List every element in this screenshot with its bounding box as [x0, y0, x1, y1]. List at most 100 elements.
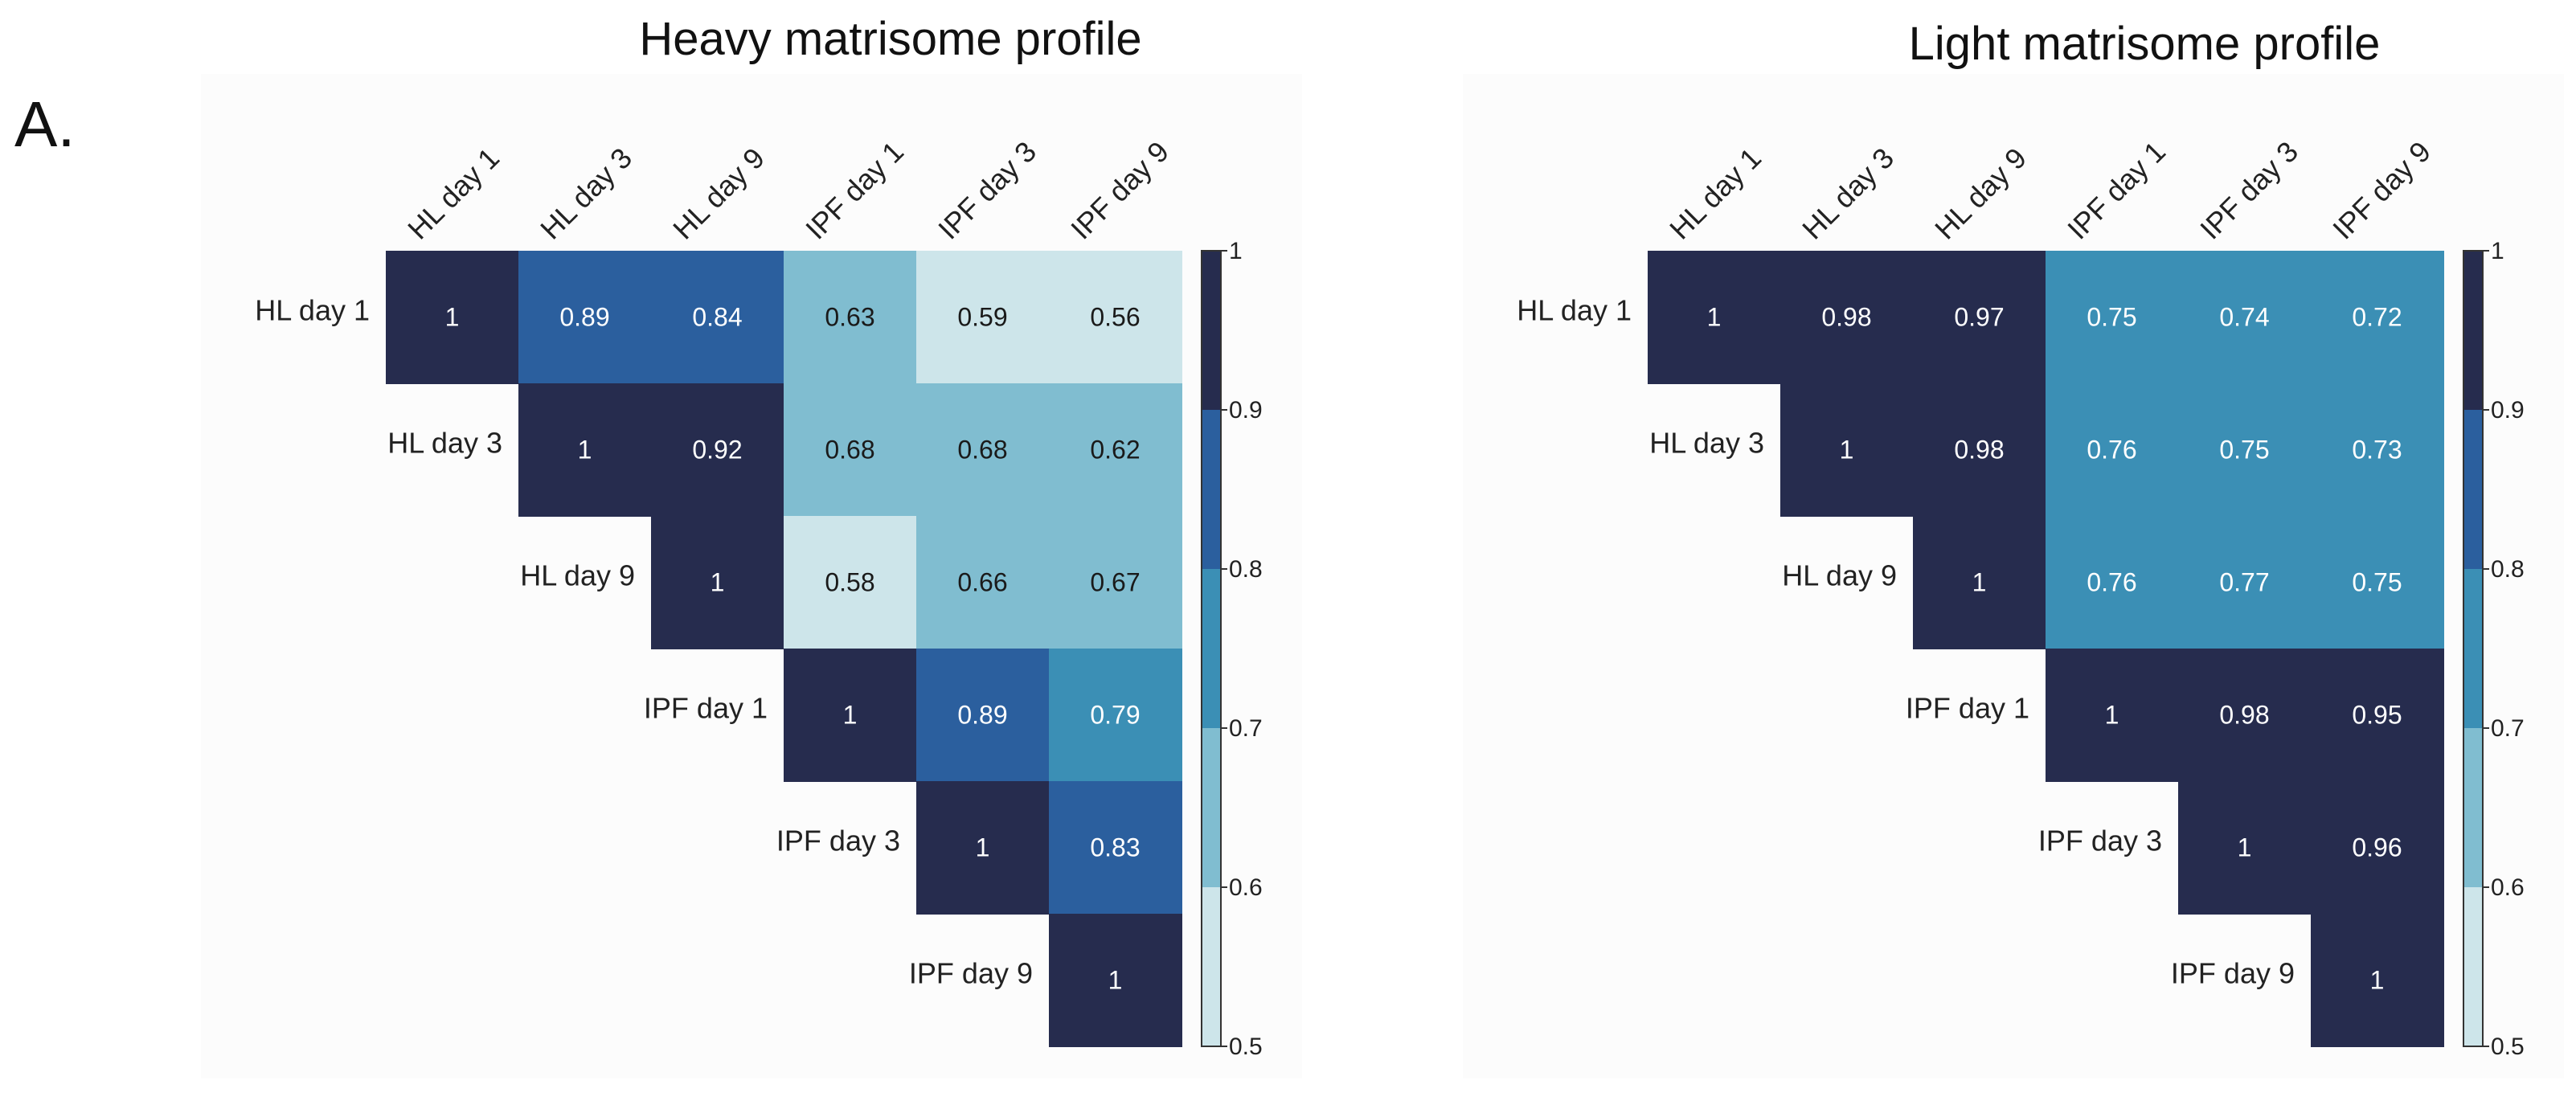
light-cell-r2-c4 [2046, 383, 2179, 517]
light-colorbar-tick-label-6: 0.5 [2491, 1033, 2525, 1060]
heavy-cell-value-r2-c4: 0.68 [825, 436, 874, 465]
heavy-cell-value-r1-c1: 1 [445, 303, 460, 332]
light-cell-r4-c5 [2178, 649, 2312, 782]
heavy-cell-value-r5-c6: 0.83 [1090, 833, 1140, 862]
light-cell-r1-c6 [2311, 251, 2444, 384]
light-cell-value-r2-c2: 1 [1840, 436, 1854, 465]
heavy-cell-r5-c6 [1049, 781, 1182, 915]
heavy-chart-title: Heavy matrisome profile [639, 13, 1141, 65]
heavy-colorbar-tick-label-1: 1 [1229, 238, 1243, 264]
light-cell-value-r1-c5: 0.74 [2219, 303, 2269, 332]
light-cell-r2-c5 [2178, 383, 2312, 517]
light-cell-value-r4-c5: 0.98 [2219, 701, 2269, 730]
heavy-cell-r2-c6 [1049, 383, 1182, 517]
heavy-cell-value-r4-c5: 0.89 [957, 701, 1007, 730]
heavy-cell-value-r1-c3: 0.84 [692, 303, 742, 332]
heavy-cell-r4-c6 [1049, 649, 1182, 782]
light-colorbar-band-2 [2463, 410, 2483, 569]
light-cell-r6-c6 [2311, 914, 2444, 1047]
light-cell-r3-c5 [2178, 516, 2312, 649]
heavy-cell-r5-c5 [916, 781, 1050, 915]
heavy-cell-r3-c4 [784, 516, 917, 649]
heavy-row-label-6: IPF day 9 [909, 957, 1033, 990]
light-cell-r2-c3 [1913, 383, 2046, 517]
heavy-colorbar-band-2 [1202, 410, 1221, 569]
light-colorbar-tick-label-5: 0.6 [2491, 874, 2525, 901]
light-row-label-3: HL day 9 [1782, 559, 1897, 592]
light-cell-r4-c4 [2046, 649, 2179, 782]
light-colorbar-band-1 [2463, 251, 2483, 410]
heavy-cell-value-r2-c5: 0.68 [957, 436, 1007, 465]
heavy-cell-r2-c3 [651, 383, 784, 517]
heavy-cell-value-r3-c3: 1 [711, 568, 725, 597]
heavy-cell-value-r5-c5: 1 [976, 833, 990, 862]
heavy-row-label-4: IPF day 1 [644, 692, 768, 725]
heavy-colorbar-tick-label-2: 0.9 [1229, 397, 1263, 424]
heavy-cell-value-r2-c6: 0.62 [1090, 436, 1140, 465]
light-cell-r1-c1 [1648, 251, 1781, 384]
light-cell-value-r2-c3: 0.98 [1954, 436, 2004, 465]
light-cell-value-r6-c6: 1 [2370, 966, 2385, 995]
heavy-colorbar-frame [1201, 250, 1222, 1047]
light-cell-value-r1-c4: 0.75 [2087, 303, 2136, 332]
light-cell-r1-c5 [2178, 251, 2312, 384]
heavy-cell-r1-c6 [1049, 251, 1182, 384]
heavy-cell-value-r1-c5: 0.59 [957, 303, 1007, 332]
heavy-cell-r1-c4 [784, 251, 917, 384]
heavy-row-label-1: HL day 1 [255, 294, 370, 327]
light-cell-r3-c3 [1913, 516, 2046, 649]
heavy-cell-value-r6-c6: 1 [1108, 966, 1123, 995]
light-cell-value-r1-c6: 0.72 [2352, 303, 2402, 332]
light-cell-value-r5-c6: 0.96 [2352, 833, 2402, 862]
heavy-cell-r2-c4 [784, 383, 917, 517]
light-cell-value-r4-c4: 1 [2105, 701, 2119, 730]
heavy-cell-value-r3-c5: 0.66 [957, 568, 1007, 597]
heavy-cell-value-r2-c3: 0.92 [692, 436, 742, 465]
heavy-cell-r4-c4 [784, 649, 917, 782]
panel-label: A. [14, 88, 76, 160]
light-colorbar-band-4 [2463, 728, 2483, 887]
light-cell-value-r3-c4: 0.76 [2087, 568, 2136, 597]
light-cell-r5-c5 [2178, 781, 2312, 915]
light-cell-value-r5-c5: 1 [2238, 833, 2252, 862]
heavy-row-label-2: HL day 3 [387, 427, 502, 460]
light-cell-value-r4-c6: 0.95 [2352, 701, 2402, 730]
heavy-cell-value-r1-c2: 0.89 [559, 303, 609, 332]
heavy-cell-r4-c5 [916, 649, 1050, 782]
heavy-cell-r3-c3 [651, 516, 784, 649]
light-cell-r3-c4 [2046, 516, 2179, 649]
light-cell-value-r2-c4: 0.76 [2087, 436, 2136, 465]
light-cell-r4-c6 [2311, 649, 2444, 782]
light-row-label-2: HL day 3 [1649, 427, 1764, 460]
light-cell-r1-c2 [1780, 251, 1914, 384]
heavy-cell-r6-c6 [1049, 914, 1182, 1047]
heavy-cell-value-r3-c6: 0.67 [1090, 568, 1140, 597]
heavy-cell-value-r1-c4: 0.63 [825, 303, 874, 332]
heavy-cell-value-r4-c4: 1 [843, 701, 858, 730]
light-cell-value-r2-c5: 0.75 [2219, 436, 2269, 465]
light-cell-r3-c6 [2311, 516, 2444, 649]
heavy-cell-value-r4-c6: 0.79 [1090, 701, 1140, 730]
light-colorbar-frame [2463, 250, 2484, 1047]
heavy-colorbar-tick-label-3: 0.8 [1229, 556, 1263, 583]
heavy-cell-r1-c1 [386, 251, 519, 384]
heavy-colorbar-tick-label-6: 0.5 [1229, 1033, 1263, 1060]
heavy-colorbar-band-5 [1202, 887, 1221, 1046]
light-row-label-1: HL day 1 [1517, 294, 1632, 327]
heavy-cell-r3-c6 [1049, 516, 1182, 649]
heavy-cell-r1-c2 [518, 251, 652, 384]
heavy-row-label-3: HL day 9 [520, 559, 635, 592]
heavy-cell-value-r3-c4: 0.58 [825, 568, 874, 597]
light-cell-value-r2-c6: 0.73 [2352, 436, 2402, 465]
heavy-cell-r2-c2 [518, 383, 652, 517]
light-row-label-4: IPF day 1 [1906, 692, 2029, 725]
light-cell-r2-c6 [2311, 383, 2444, 517]
light-colorbar-band-5 [2463, 887, 2483, 1046]
heavy-cell-r1-c3 [651, 251, 784, 384]
light-cell-value-r3-c6: 0.75 [2352, 568, 2402, 597]
light-cell-value-r3-c5: 0.77 [2219, 568, 2269, 597]
heavy-colorbar-band-1 [1202, 251, 1221, 410]
light-cell-r5-c6 [2311, 781, 2444, 915]
heavy-colorbar-tick-label-5: 0.6 [1229, 874, 1263, 901]
